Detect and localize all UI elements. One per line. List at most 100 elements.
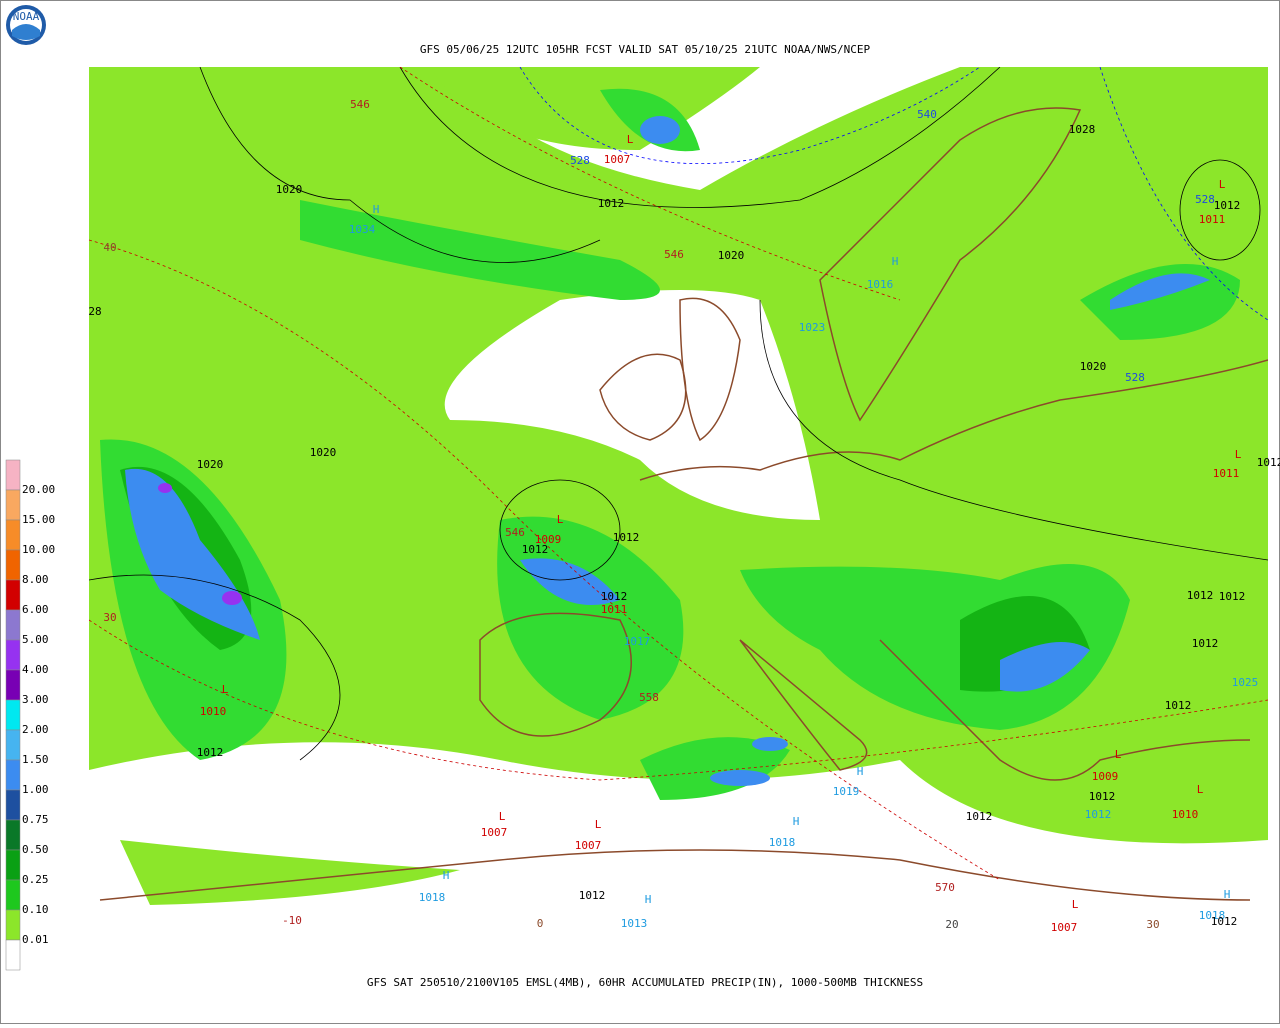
contour-label: 1012 bbox=[613, 531, 640, 544]
legend-swatch bbox=[5, 609, 21, 641]
legend-swatch bbox=[5, 699, 21, 731]
contour-label: 1012 bbox=[1089, 790, 1116, 803]
legend-label: 3.00 bbox=[22, 693, 49, 706]
map-area: 546 528 L 1007 540 1028 1012 1020 H 1034 546 1020 40… bbox=[88, 67, 1280, 934]
contour-label: 1018 bbox=[419, 891, 446, 904]
pressure-center: L bbox=[557, 513, 564, 526]
map-title: GFS 05/06/25 12UTC 105HR FCST VALID SAT … bbox=[420, 43, 871, 56]
contour-label: 1020 bbox=[276, 183, 303, 196]
contour-label: 1020 bbox=[1080, 360, 1107, 373]
pressure-center: L bbox=[1219, 178, 1226, 191]
contour-label: 1025 bbox=[1232, 676, 1259, 689]
contour-label: 1011 bbox=[601, 603, 628, 616]
legend-swatch bbox=[5, 459, 21, 491]
legend-label: 0.50 bbox=[22, 843, 49, 856]
contour-label: 1012 bbox=[1085, 808, 1112, 821]
contour-label: 1018 bbox=[769, 836, 796, 849]
contour-label: 0 bbox=[537, 917, 544, 930]
contour-label: 528 bbox=[1195, 193, 1215, 206]
legend-label: 1.00 bbox=[22, 783, 49, 796]
contour-label: 30 bbox=[1146, 918, 1159, 931]
legend-swatch bbox=[5, 549, 21, 581]
contour-label: 1011 bbox=[1213, 467, 1240, 480]
contour-label: 1012 bbox=[1187, 589, 1214, 602]
legend-swatch bbox=[5, 759, 21, 791]
legend: 20.00 15.00 10.00 8.00 6.00 5.00 4.00 3.00 2.00 1… bbox=[5, 459, 55, 971]
legend-swatch bbox=[5, 729, 21, 761]
contour-label: 1012 bbox=[522, 543, 549, 556]
pressure-center: H bbox=[443, 869, 450, 882]
pressure-center: L bbox=[222, 683, 229, 696]
contour-label: 1012 bbox=[601, 590, 628, 603]
contour-label: 540 bbox=[917, 108, 937, 121]
contour-label: 1023 bbox=[799, 321, 826, 334]
noaa-logo: NOAA bbox=[6, 5, 46, 45]
contour-label: 1018 bbox=[1199, 909, 1226, 922]
contour-label: 1007 bbox=[1051, 921, 1078, 934]
legend-swatch bbox=[5, 819, 21, 851]
contour-label: 40 bbox=[103, 241, 116, 254]
contour-label: 1012 bbox=[1257, 456, 1280, 469]
pressure-center: L bbox=[1072, 898, 1079, 911]
pressure-center: H bbox=[645, 893, 652, 906]
legend-swatch bbox=[5, 669, 21, 701]
logo-text: NOAA bbox=[13, 10, 40, 23]
contour-label: 1012 bbox=[1211, 915, 1238, 928]
pressure-center: L bbox=[1197, 783, 1204, 796]
contour-label: 1012 bbox=[598, 197, 625, 210]
contour-label: -10 bbox=[282, 914, 302, 927]
contour-label: 1028 bbox=[1069, 123, 1096, 136]
legend-swatch bbox=[5, 879, 21, 911]
contour-label: 1012 bbox=[579, 889, 606, 902]
contour-label: 546 bbox=[350, 98, 370, 111]
legend-swatch bbox=[5, 639, 21, 671]
legend-label: 6.00 bbox=[22, 603, 49, 616]
contour-label: 1016 bbox=[867, 278, 894, 291]
legend-label: 0.75 bbox=[22, 813, 49, 826]
contour-label: 1007 bbox=[575, 839, 602, 852]
contour-label: 1009 bbox=[1092, 770, 1119, 783]
legend-label: 10.00 bbox=[22, 543, 55, 556]
contour-label: 1019 bbox=[833, 785, 860, 798]
contour-label: 1020 bbox=[197, 458, 224, 471]
legend-label: 0.01 bbox=[22, 933, 49, 946]
legend-label: 0.25 bbox=[22, 873, 49, 886]
legend-swatch bbox=[5, 789, 21, 821]
pressure-center: H bbox=[892, 255, 899, 268]
pressure-center: H bbox=[793, 815, 800, 828]
legend-label: 0.10 bbox=[22, 903, 49, 916]
contour-label: 1012 bbox=[197, 746, 224, 759]
contour-label: 1007 bbox=[481, 826, 508, 839]
contour-label: 1012 bbox=[1219, 590, 1246, 603]
contour-label: 1034 bbox=[349, 223, 376, 236]
contour-label: 528 bbox=[1125, 371, 1145, 384]
pressure-center: L bbox=[1235, 448, 1242, 461]
pressure-center: L bbox=[1115, 748, 1122, 761]
legend-swatch bbox=[5, 519, 21, 551]
contour-label: 1020 bbox=[310, 446, 337, 459]
contour-label: 1009 bbox=[535, 533, 562, 546]
legend-swatch bbox=[5, 489, 21, 521]
legend-swatch bbox=[5, 849, 21, 881]
contour-label: 1010 bbox=[1172, 808, 1199, 821]
map-footer: GFS SAT 250510/2100V105 EMSL(4MB), 60HR … bbox=[367, 976, 923, 989]
pressure-center: L bbox=[627, 133, 634, 146]
legend-swatch bbox=[5, 579, 21, 611]
contour-label: 1012 bbox=[1165, 699, 1192, 712]
legend-label: 20.00 bbox=[22, 483, 55, 496]
contour-label: 1012 bbox=[966, 810, 993, 823]
legend-label: 2.00 bbox=[22, 723, 49, 736]
contour-label: 1012 bbox=[1214, 199, 1241, 212]
contour-label: 570 bbox=[935, 881, 955, 894]
pressure-center: H bbox=[1224, 888, 1231, 901]
legend-label: 1.50 bbox=[22, 753, 49, 766]
contour-label: 30 bbox=[103, 611, 116, 624]
contour-label: 1013 bbox=[621, 917, 648, 930]
pressure-center: H bbox=[373, 203, 380, 216]
contour-label: 1017 bbox=[624, 635, 651, 648]
legend-swatch bbox=[5, 909, 21, 941]
contour-label: 1007 bbox=[604, 153, 631, 166]
contour-label: 1010 bbox=[200, 705, 227, 718]
contour-label: 1020 bbox=[718, 249, 745, 262]
